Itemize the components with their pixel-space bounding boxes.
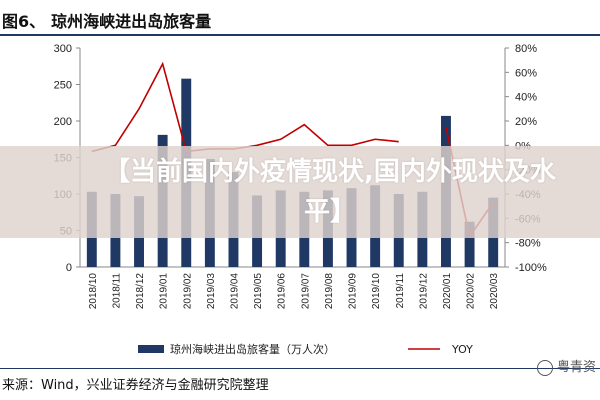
- legend-bar-label: 琼州海峡进出岛旅客量（万人次）: [170, 342, 335, 356]
- overlay-banner-text: 【当前国内外疫情现状,国内外现状及水平】: [104, 157, 556, 227]
- x-tick-label: 2019/03: [206, 273, 217, 310]
- x-tick-label: 2019/01: [159, 273, 170, 310]
- figure-number: 图6、: [2, 12, 46, 31]
- legend-bar-swatch: [138, 345, 164, 353]
- right-tick-label: 20%: [515, 116, 537, 128]
- x-tick-label: 2018/10: [88, 273, 99, 310]
- x-tick-label: 2020/02: [466, 273, 477, 310]
- watermark: 粤青资: [536, 356, 596, 376]
- x-tick-label: 2019/04: [229, 273, 240, 310]
- yoy-line: [91, 61, 399, 153]
- watermark-text: 粤青资: [556, 360, 596, 375]
- x-tick-label: 2018/12: [135, 273, 146, 310]
- x-tick-label: 2019/05: [253, 273, 264, 310]
- x-tick-label: 2019/10: [371, 273, 382, 310]
- source-note: 来源：Wind，兴业证券经济与金融研究院整理: [2, 378, 269, 393]
- x-tick-label: 2019/11: [395, 273, 406, 309]
- bar: [464, 221, 475, 267]
- figure-title-text: 琼州海峡进出岛旅客量: [51, 12, 212, 31]
- x-tick-label: 2019/08: [324, 273, 335, 310]
- left-tick-label: 250: [54, 80, 72, 92]
- x-tick-label: 2019/02: [182, 273, 193, 310]
- figure-title: 图6、 琼州海峡进出岛旅客量: [2, 8, 211, 32]
- x-tick-label: 2019/07: [300, 273, 311, 310]
- x-tick-label: 2019/06: [277, 273, 288, 310]
- x-tick-label: 2019/09: [348, 273, 359, 310]
- title-rule: [0, 34, 600, 36]
- right-tick-label: 60%: [515, 67, 537, 79]
- right-tick-label: -80%: [515, 238, 541, 250]
- x-tick-label: 2020/03: [489, 273, 500, 310]
- overlay-banner: [0, 146, 600, 238]
- x-tick-label: 2019/12: [418, 273, 429, 310]
- right-tick-label: 80%: [515, 43, 537, 55]
- right-tick-label: 40%: [515, 92, 537, 104]
- wechat-icon: [536, 359, 553, 376]
- left-tick-label: 200: [54, 116, 72, 128]
- right-tick-label: -100%: [515, 262, 547, 274]
- legend-line-label: YOY: [451, 343, 473, 356]
- source-rule: [0, 368, 600, 369]
- x-tick-label: 2020/01: [442, 273, 453, 310]
- left-tick-label: 0: [66, 262, 72, 274]
- x-tick-label: 2018/11: [111, 273, 122, 309]
- left-tick-label: 300: [54, 43, 72, 55]
